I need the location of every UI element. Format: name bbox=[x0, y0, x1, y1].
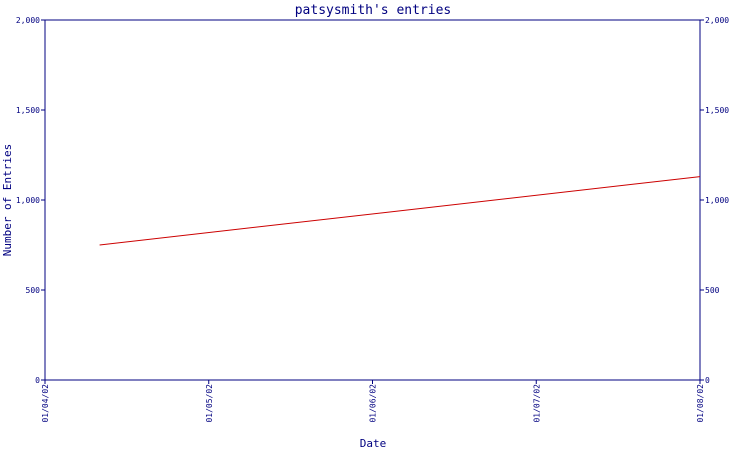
y-tick-label-left: 2,000 bbox=[16, 16, 40, 25]
y-tick-label-right: 1,500 bbox=[705, 106, 729, 115]
y-tick-label-right: 500 bbox=[705, 286, 720, 295]
y-axis-title: Number of Entries bbox=[1, 144, 14, 257]
series-group bbox=[99, 176, 701, 246]
y-tick-label-right: 1,000 bbox=[705, 196, 729, 205]
x-tick-label: 01/04/02 bbox=[41, 384, 50, 423]
y-tick-label-left: 500 bbox=[26, 286, 41, 295]
y-tick-label-left: 1,000 bbox=[16, 196, 40, 205]
plot-frame bbox=[44, 19, 701, 381]
y-tick-label-left: 0 bbox=[35, 376, 40, 385]
y-tick-label-right: 2,000 bbox=[705, 16, 729, 25]
x-tick-label: 01/06/02 bbox=[369, 384, 378, 423]
x-tick-label: 01/05/02 bbox=[205, 384, 214, 423]
x-tick-label: 01/08/02 bbox=[696, 384, 705, 423]
y-tick-label-right: 0 bbox=[705, 376, 710, 385]
tick-group: 0 0 500 500 1,000 1,000 1,500 1,500 2,000 2,000 01… bbox=[16, 16, 729, 423]
y-tick-label-left: 1,500 bbox=[16, 106, 40, 115]
chart-title: patsysmith's entries bbox=[295, 3, 452, 18]
x-axis-title: Date bbox=[360, 437, 387, 450]
x-tick-label: 01/07/02 bbox=[532, 384, 541, 423]
series-line-0 bbox=[99, 176, 701, 246]
